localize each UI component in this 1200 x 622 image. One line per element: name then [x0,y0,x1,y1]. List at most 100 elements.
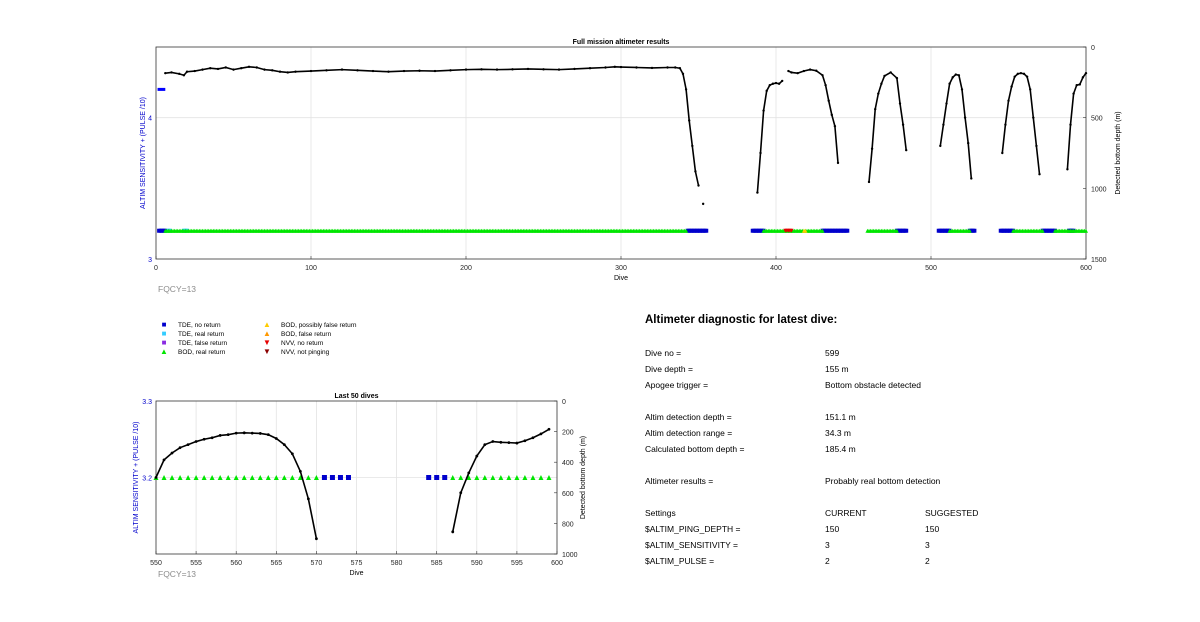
last-50-dives-chart: 550 555 560 565 570 575 580 585 590 595 600 3.2 3.3 0… [133,393,587,579]
depth-point [154,476,158,479]
square-marker [434,475,440,480]
triangle-marker [514,475,520,480]
depth-line [756,80,783,193]
depth-point [274,437,278,440]
depth-point [475,454,479,458]
depth-point [762,109,765,112]
depth-point [255,66,258,69]
depth-point [356,69,359,72]
depth-point [948,82,951,85]
depth-point [684,88,688,91]
legend-item: ▼ NVV, not pinging [261,347,329,356]
diag-label-dive-depth: Dive depth = [645,364,693,374]
depth-point [1001,151,1004,155]
depth-point [557,68,561,71]
depth-point [666,66,669,69]
triangle-marker [967,228,972,233]
depth-point [201,68,204,71]
square-marker [845,228,850,233]
x-tick-label: 200 [460,265,472,272]
legend-label: BOD, possibly false return [281,322,357,329]
depth-point [777,82,781,85]
depth-point [1038,173,1041,176]
depth-point [1032,116,1035,119]
x-tick-label: 400 [770,265,782,272]
depth-point [942,123,945,126]
depth-point [371,69,375,73]
square-marker [442,475,448,480]
status-series [163,228,1088,233]
depth-point [970,177,973,180]
setting-name-ping-depth: $ALTIM_PING_DEPTH = [645,524,741,534]
legend-item: ■ TDE, real return [158,329,225,338]
depth-line [939,73,973,179]
triangle-marker [450,475,456,480]
y-right-tick-label: 200 [562,430,574,437]
triangle-marker [161,475,167,480]
depth-point [619,65,623,69]
depth-point [282,443,286,447]
depth-point [451,530,455,534]
y-left-tick-label: 3.3 [142,399,152,406]
depth-point [613,65,616,68]
depth-point [216,67,220,71]
square-marker [972,228,977,233]
depth-point [771,82,775,85]
x-tick-label: 555 [190,560,202,567]
status-series [801,228,808,233]
depth-point [957,74,961,77]
square-marker-icon: ■ [161,338,167,347]
depth-point [1007,99,1010,102]
legend-item: ■ TDE, false return [158,338,228,347]
diag-value-detection-range: 34.3 m [825,428,851,438]
depth-point [209,67,212,70]
depth-point [1029,88,1032,91]
depth-point [467,471,471,475]
depth-point [547,427,551,431]
square-marker [321,475,327,480]
depth-point [186,443,190,447]
depth-point [218,434,222,437]
depth-line [868,71,907,183]
triangle-marker [684,228,689,233]
depth-point [515,441,519,445]
depth-point [495,68,499,71]
square-marker [426,475,432,480]
fqcy-annotation: FQCY=13 [158,284,196,294]
depth-series [164,65,1088,206]
depth-point [325,69,328,72]
status-series [321,475,448,480]
status-series [783,228,794,233]
depth-point [874,107,877,111]
diag-value-altimeter-results: Probably real bottom detection [825,476,941,486]
x-tick-label: 585 [431,560,443,567]
depth-point [1081,76,1085,79]
full-mission-chart: 0 100 200 300 400 500 600 3 4 0 500 1000 1500 Full mi… [140,39,1122,294]
triangle-marker [820,228,825,233]
triangle-marker [289,475,295,480]
diag-value-bottom-depth: 185.4 m [825,444,856,454]
depth-point [759,151,762,155]
y-right-tick-label: 500 [1091,116,1103,123]
settings-header-suggested: SUGGESTED [925,508,979,518]
x-tick-label: 560 [230,560,242,567]
depth-point [604,66,607,69]
depth-point [286,71,289,74]
depth-point [781,79,784,83]
depth-point [954,73,957,76]
depth-line [451,428,550,532]
square-marker [345,475,351,480]
depth-line [788,68,839,163]
triangle-marker [894,228,899,233]
diag-value-apogee-trigger: Bottom obstacle detected [825,380,921,390]
y-right-tick-label: 1000 [562,552,578,559]
depth-point [185,70,189,73]
fqcy-annotation: FQCY=13 [158,569,196,579]
depth-point [1078,83,1082,86]
diag-label-altimeter-results: Altimeter results = [645,476,714,486]
depth-point [449,69,452,72]
depth-point [526,67,530,71]
depth-point [1019,71,1023,75]
setting-name-pulse: $ALTIM_PULSE = [645,556,715,566]
y-right-tick-label: 0 [1091,45,1095,52]
